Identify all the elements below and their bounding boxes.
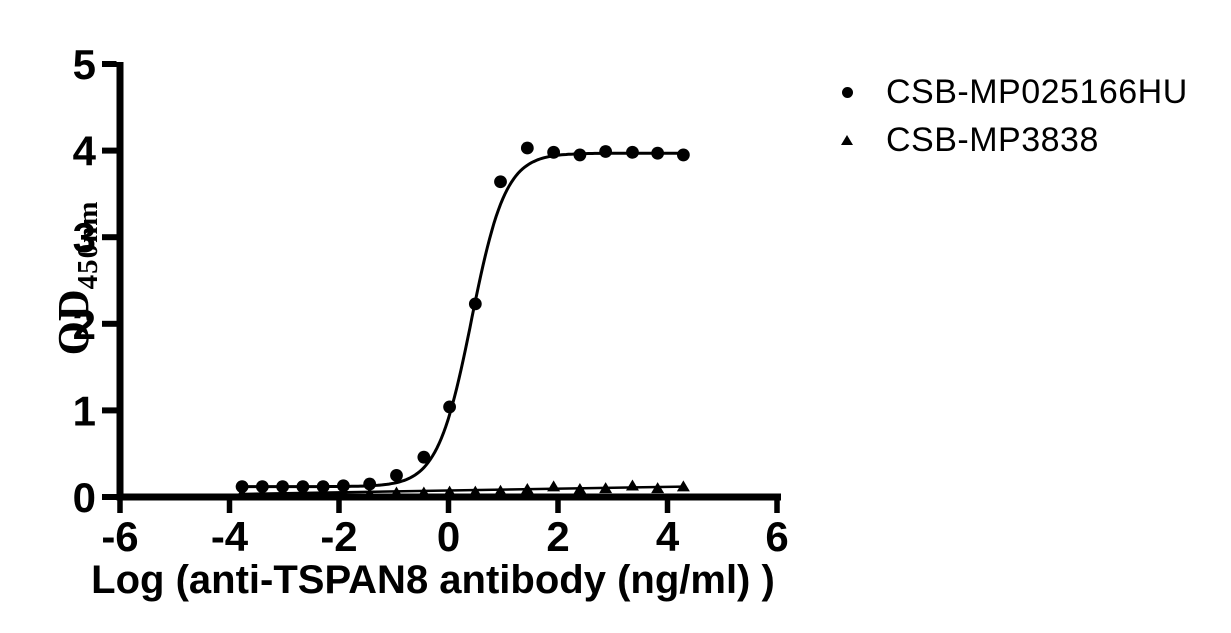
data-point-triangle bbox=[494, 484, 508, 496]
data-point-circle bbox=[363, 477, 377, 491]
data-point-circle bbox=[494, 175, 507, 189]
data-point-triangle bbox=[573, 483, 587, 495]
data-point-circle bbox=[296, 480, 310, 494]
x-tick-label: 0 bbox=[437, 513, 460, 560]
y-axis-title-sub: 450nm bbox=[72, 200, 104, 290]
data-point-circle bbox=[417, 450, 431, 464]
data-point-triangle bbox=[443, 485, 457, 497]
legend-item-0: CSB-MP025166HU bbox=[836, 72, 1188, 112]
triangle-marker-icon bbox=[841, 135, 853, 145]
data-point-triangle bbox=[417, 486, 431, 498]
legend: CSB-MP025166HU CSB-MP3838 bbox=[836, 72, 1188, 168]
data-point-circle bbox=[390, 468, 403, 482]
y-axis-title: OD450nm bbox=[48, 158, 104, 398]
legend-item-1: CSB-MP3838 bbox=[836, 120, 1188, 160]
data-point-triangle bbox=[296, 487, 310, 499]
y-tick-label: 4 bbox=[73, 128, 97, 175]
data-point-circle bbox=[651, 146, 665, 160]
data-point-triangle bbox=[276, 487, 290, 499]
legend-label: CSB-MP025166HU bbox=[886, 72, 1188, 111]
legend-marker-box bbox=[836, 135, 858, 145]
data-point-triangle bbox=[389, 486, 403, 498]
circle-marker-icon bbox=[841, 86, 853, 98]
x-tick-label: -2 bbox=[320, 513, 357, 560]
data-point-triangle bbox=[363, 487, 377, 499]
data-point-circle bbox=[626, 145, 639, 159]
data-point-triangle bbox=[235, 487, 249, 499]
legend-label: CSB-MP3838 bbox=[886, 120, 1099, 159]
x-tick-label: 6 bbox=[765, 513, 788, 560]
y-tick-label: 5 bbox=[73, 41, 96, 88]
y-axis-title-main: OD bbox=[49, 289, 98, 356]
data-point-circle bbox=[336, 479, 350, 493]
data-point-triangle bbox=[547, 480, 561, 492]
data-point-triangle bbox=[599, 482, 613, 494]
y-tick-label: 3 bbox=[73, 214, 96, 261]
y-tick-label: 2 bbox=[73, 301, 96, 348]
data-point-circle bbox=[573, 148, 587, 162]
data-point-triangle bbox=[255, 487, 269, 499]
data-point-triangle bbox=[468, 485, 482, 497]
data-point-triangle bbox=[336, 487, 350, 499]
data-point-triangle bbox=[316, 487, 330, 499]
y-tick-label: 0 bbox=[73, 474, 96, 521]
data-point-circle bbox=[276, 480, 290, 494]
x-axis-title: Log (anti-TSPAN8 antibody (ng/ml) ) bbox=[91, 558, 775, 602]
fit-curve bbox=[242, 151, 683, 489]
data-point-circle bbox=[676, 148, 690, 162]
data-point-triangle bbox=[520, 483, 534, 495]
x-tick-label: 2 bbox=[546, 513, 569, 560]
data-point-circle bbox=[316, 480, 330, 494]
data-point-circle bbox=[443, 400, 456, 414]
data-point-circle bbox=[235, 480, 249, 494]
data-point-circle bbox=[599, 145, 613, 158]
x-tick-label: -6 bbox=[101, 513, 138, 560]
data-point-triangle bbox=[625, 479, 639, 491]
x-tick-label: -4 bbox=[211, 513, 249, 560]
y-tick-label: 1 bbox=[73, 387, 96, 434]
data-point-circle bbox=[547, 145, 561, 159]
x-tick-label: 4 bbox=[656, 513, 680, 560]
fit-line bbox=[242, 485, 684, 496]
data-point-circle bbox=[468, 297, 482, 311]
data-point-circle bbox=[255, 480, 269, 494]
data-point-triangle bbox=[676, 480, 690, 492]
legend-marker-box bbox=[836, 86, 858, 98]
data-point-triangle bbox=[651, 482, 665, 494]
data-point-circle bbox=[520, 141, 534, 155]
